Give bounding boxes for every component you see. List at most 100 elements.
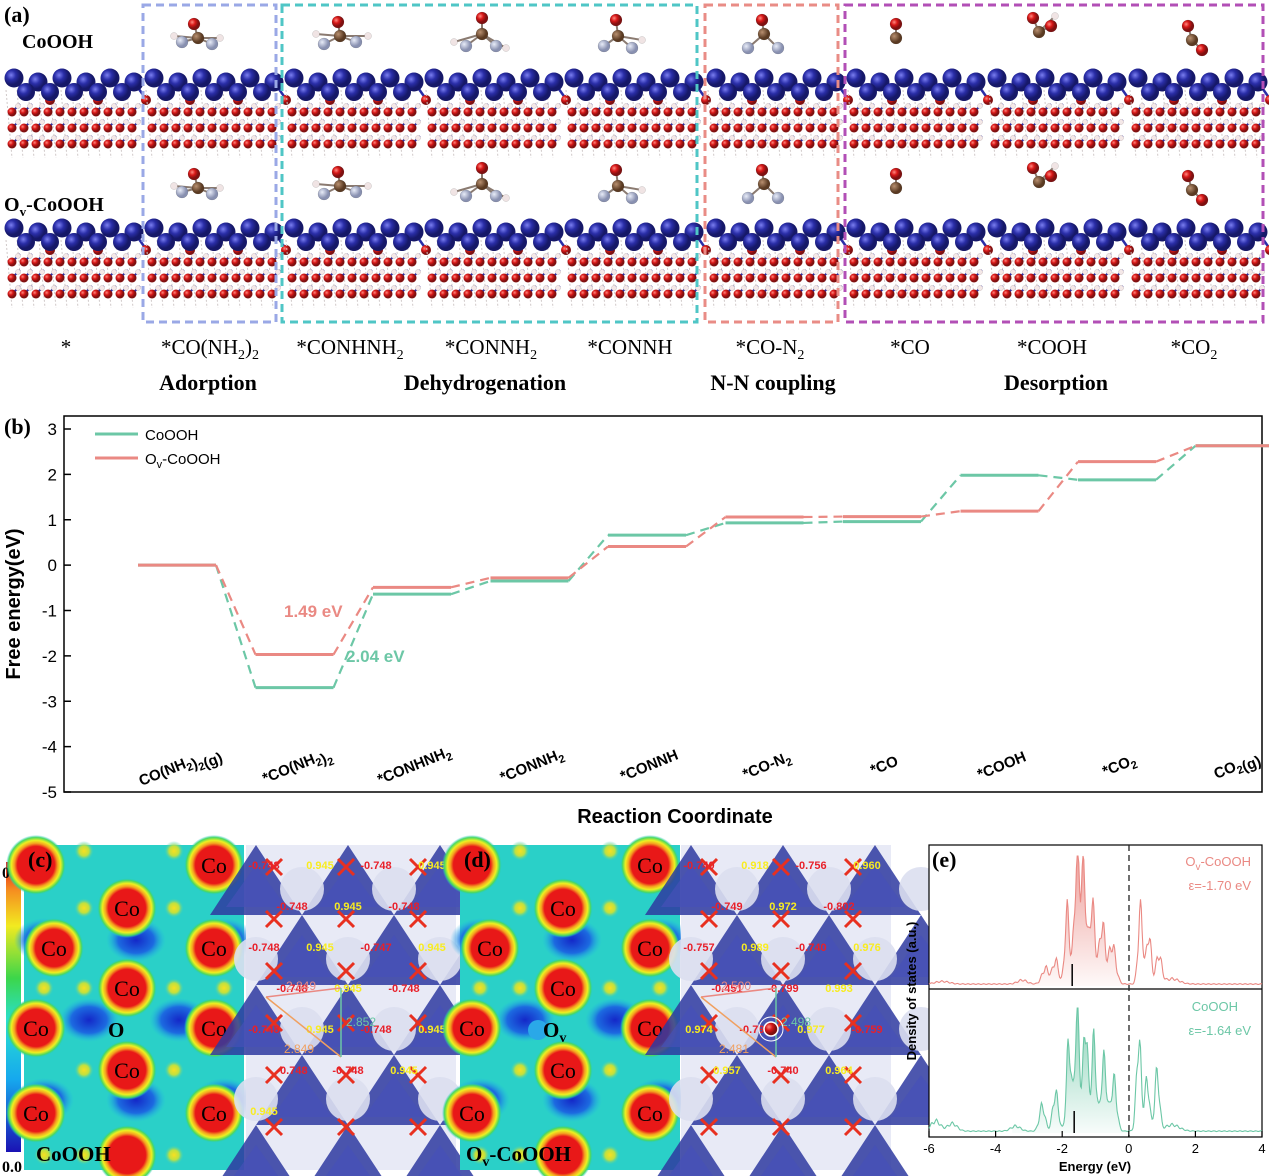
annotation-ov-barrier: 1.49 eV <box>284 602 343 621</box>
co-atom-label: Co <box>201 853 227 878</box>
structure-label-1: *CO(NH2)2 <box>161 335 259 363</box>
transition-line <box>567 534 609 582</box>
stage-label-nn-coupling: N-N coupling <box>710 370 835 395</box>
x-category-label: *CO-N2 <box>740 749 794 786</box>
bader-charge-label: 0.918 <box>741 860 769 872</box>
transition-line <box>920 510 961 518</box>
dos-x-tick-label: -2 <box>1056 1141 1068 1156</box>
panel-e-letter: (e) <box>932 847 956 872</box>
x-category-label: *CONNH <box>618 747 681 786</box>
bader-charge-label: 0.989 <box>741 942 769 954</box>
bader-charge-label: -0.748 <box>276 983 307 995</box>
transition-line <box>1155 444 1196 463</box>
transition-line <box>803 520 844 525</box>
ov-site-label: Ov <box>543 1018 566 1046</box>
bader-charge-label: -0.748 <box>248 860 279 872</box>
x-category-label: CO(NH2)2(g) <box>136 742 225 797</box>
stage-label-desorption: Desorption <box>1004 370 1108 395</box>
legend-label-coooh: CoOOH <box>145 427 198 444</box>
dos-y-axis-title: Density of states (a.u.) <box>904 922 919 1061</box>
co-atom-label: Co <box>459 1016 485 1041</box>
bader-charge-label: 0.945 <box>334 901 362 913</box>
panel-c-letter: (c) <box>28 847 52 872</box>
slab-structure <box>706 13 853 159</box>
x-category-label: CO2(g) <box>1211 749 1263 786</box>
dos-x-tick-label: 0 <box>1125 1141 1132 1156</box>
slab-structure <box>564 163 711 309</box>
bader-charge-label: -0.748 <box>276 1065 307 1077</box>
dos-x-tick-label: 2 <box>1192 1141 1199 1156</box>
structure-label-7: *COOH <box>1017 335 1087 359</box>
bader-charge-label: 0.993 <box>825 983 853 995</box>
structure-label-8: *CO2 <box>1171 335 1218 363</box>
co-atom-label: Co <box>637 853 663 878</box>
bader-charge-label: 0.945 <box>418 1024 446 1036</box>
bader-charge-label: 0.945 <box>306 1024 334 1036</box>
distance-label: 2.498 <box>781 1015 811 1029</box>
panel-a-letter: (a) <box>4 2 30 27</box>
dos-curve-coooh <box>928 1007 1263 1133</box>
bader-charge-label: 0.945 <box>418 942 446 954</box>
slab-structure <box>424 11 571 159</box>
y-tick-label: -5 <box>42 783 57 802</box>
co-atom-label: Co <box>23 1101 49 1126</box>
co-atom-label: Co <box>201 936 227 961</box>
distance-label: 2.849 <box>284 1042 314 1056</box>
transition-line <box>1037 460 1079 512</box>
co-atom-label: Co <box>114 976 140 1001</box>
panel-a: (a) CoOOH Ov-CoOOH * *CO(NH2)2 *CONHNH2 … <box>4 2 1269 395</box>
bader-charge-label: -0.740 <box>795 942 826 954</box>
slab-structure <box>564 13 711 159</box>
transition-line <box>685 516 727 548</box>
slab-structure <box>1128 169 1269 309</box>
distance-label: 2.500 <box>721 979 751 993</box>
co-atom-label: Co <box>550 976 576 1001</box>
dos-curves <box>928 855 1263 1133</box>
bader-charge-label: -0.748 <box>388 901 419 913</box>
co-atom-label: Co <box>114 1058 140 1083</box>
x-category-label: *CONNH2 <box>498 745 568 789</box>
bader-charge-label: -0.748 <box>360 1024 391 1036</box>
slab-structure <box>284 165 431 309</box>
co-atom-label: Co <box>201 1101 227 1126</box>
transition-line <box>1038 474 1079 481</box>
slab-structure <box>4 68 151 159</box>
slab-structure <box>144 167 291 309</box>
bader-charge-label: -0.748 <box>332 1065 363 1077</box>
dos-x-axis: -6 -4 -2 0 2 4 <box>923 1131 1266 1156</box>
slab-structure <box>987 11 1134 159</box>
bader-charge-label: -0.802 <box>823 901 854 913</box>
transition-line <box>332 593 375 689</box>
slab-structure <box>987 161 1134 309</box>
annotation-coooh-barrier: 2.04 eV <box>346 647 405 666</box>
panel-b-letter: (b) <box>4 414 31 439</box>
bader-charge-label: -0.748 <box>388 983 419 995</box>
slab-structures <box>4 11 1269 309</box>
y-tick-label: -2 <box>42 647 57 666</box>
row-label-coooh: CoOOH <box>22 31 94 53</box>
series-ov-coooh <box>138 444 1269 657</box>
x-category-label: *CO <box>868 753 901 780</box>
transition-line <box>332 586 374 656</box>
map-label-coooh: CoOOH <box>36 1142 111 1166</box>
bader-charge-label: 0.960 <box>853 860 881 872</box>
dos-top-series-name: Ov-CoOOH <box>1185 854 1251 873</box>
x-category-labels: CO(NH2)2(g) *CO(NH2)2 *CONHNH2 *CONNH2 *CONN… <box>136 742 1263 797</box>
transition-line <box>450 576 491 589</box>
distance-label: 2.849 <box>286 979 316 993</box>
distance-label: 2.852 <box>346 1015 376 1029</box>
map-label-ov-coooh: Ov-CoOOH <box>466 1142 571 1170</box>
dos-bottom-d-band-center: ε=-1.64 eV <box>1188 1023 1251 1038</box>
x-category-label: *CO(NH2)2 <box>260 744 336 793</box>
y-tick-label: 0 <box>48 556 57 575</box>
co-atom-label: Co <box>637 936 663 961</box>
bader-charge-label: 0.945 <box>390 1065 418 1077</box>
co-atom-label: Co <box>637 1101 663 1126</box>
dos-x-axis-title: Energy (eV) <box>1059 1159 1131 1174</box>
colorbar-min: 0.0 <box>2 1159 22 1176</box>
co-atom-label: Co <box>459 1101 485 1126</box>
y-tick-label: 2 <box>48 465 57 484</box>
co-atom-label: Co <box>23 1016 49 1041</box>
